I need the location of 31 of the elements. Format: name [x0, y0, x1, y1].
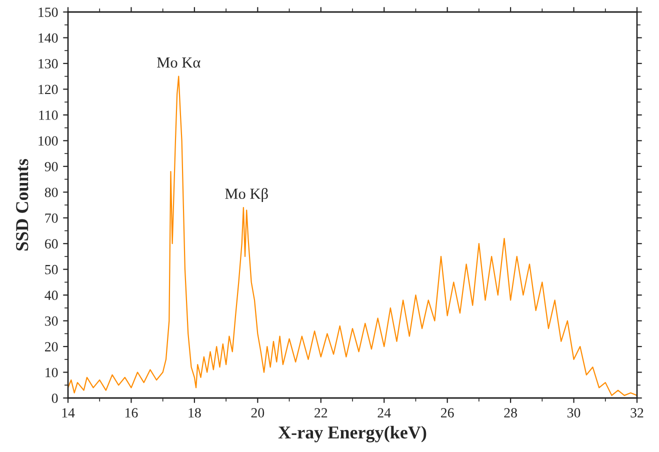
y-tick-label: 20 — [45, 342, 58, 352]
x-tick-label: 20 — [251, 408, 264, 418]
x-tick-label: 18 — [188, 408, 201, 418]
annotation: Mo Kα — [157, 58, 200, 68]
x-tick-label: 22 — [314, 408, 328, 418]
line-series — [68, 76, 637, 396]
y-axis-title: SSD Counts — [16, 159, 28, 250]
y-tick-label: 60 — [44, 239, 58, 249]
y-tick-label: 40 — [44, 290, 58, 300]
y-tick-label: 130 — [38, 59, 58, 68]
y-tick-label: 110 — [39, 110, 58, 120]
y-tick-label: 140 — [38, 33, 58, 43]
x-tick-label: 32 — [630, 408, 644, 418]
x-tick-label: 30 — [567, 408, 580, 418]
y-tick-label: 10 — [46, 368, 58, 378]
y-tick-label: 120 — [38, 84, 58, 94]
y-tick-label: 150 — [38, 8, 58, 17]
y-tick-label: 90 — [44, 162, 58, 172]
x-tick-label: 16 — [126, 408, 138, 418]
x-axis-title: X-ray Energy(keV) — [278, 426, 426, 442]
x-tick-label: 14 — [62, 408, 75, 418]
y-tick-label: 100 — [38, 136, 58, 146]
y-tick-label: 30 — [45, 316, 58, 326]
y-tick-label: 70 — [45, 213, 58, 223]
x-tick-label: 28 — [504, 408, 517, 418]
x-tick-label: 26 — [441, 408, 454, 418]
annotation: Mo Kβ — [225, 188, 268, 202]
y-tick-label: 50 — [45, 264, 58, 274]
y-tick-label: 80 — [44, 188, 58, 198]
y-tick-label: 0 — [52, 394, 58, 403]
x-tick-label: 24 — [378, 408, 391, 418]
